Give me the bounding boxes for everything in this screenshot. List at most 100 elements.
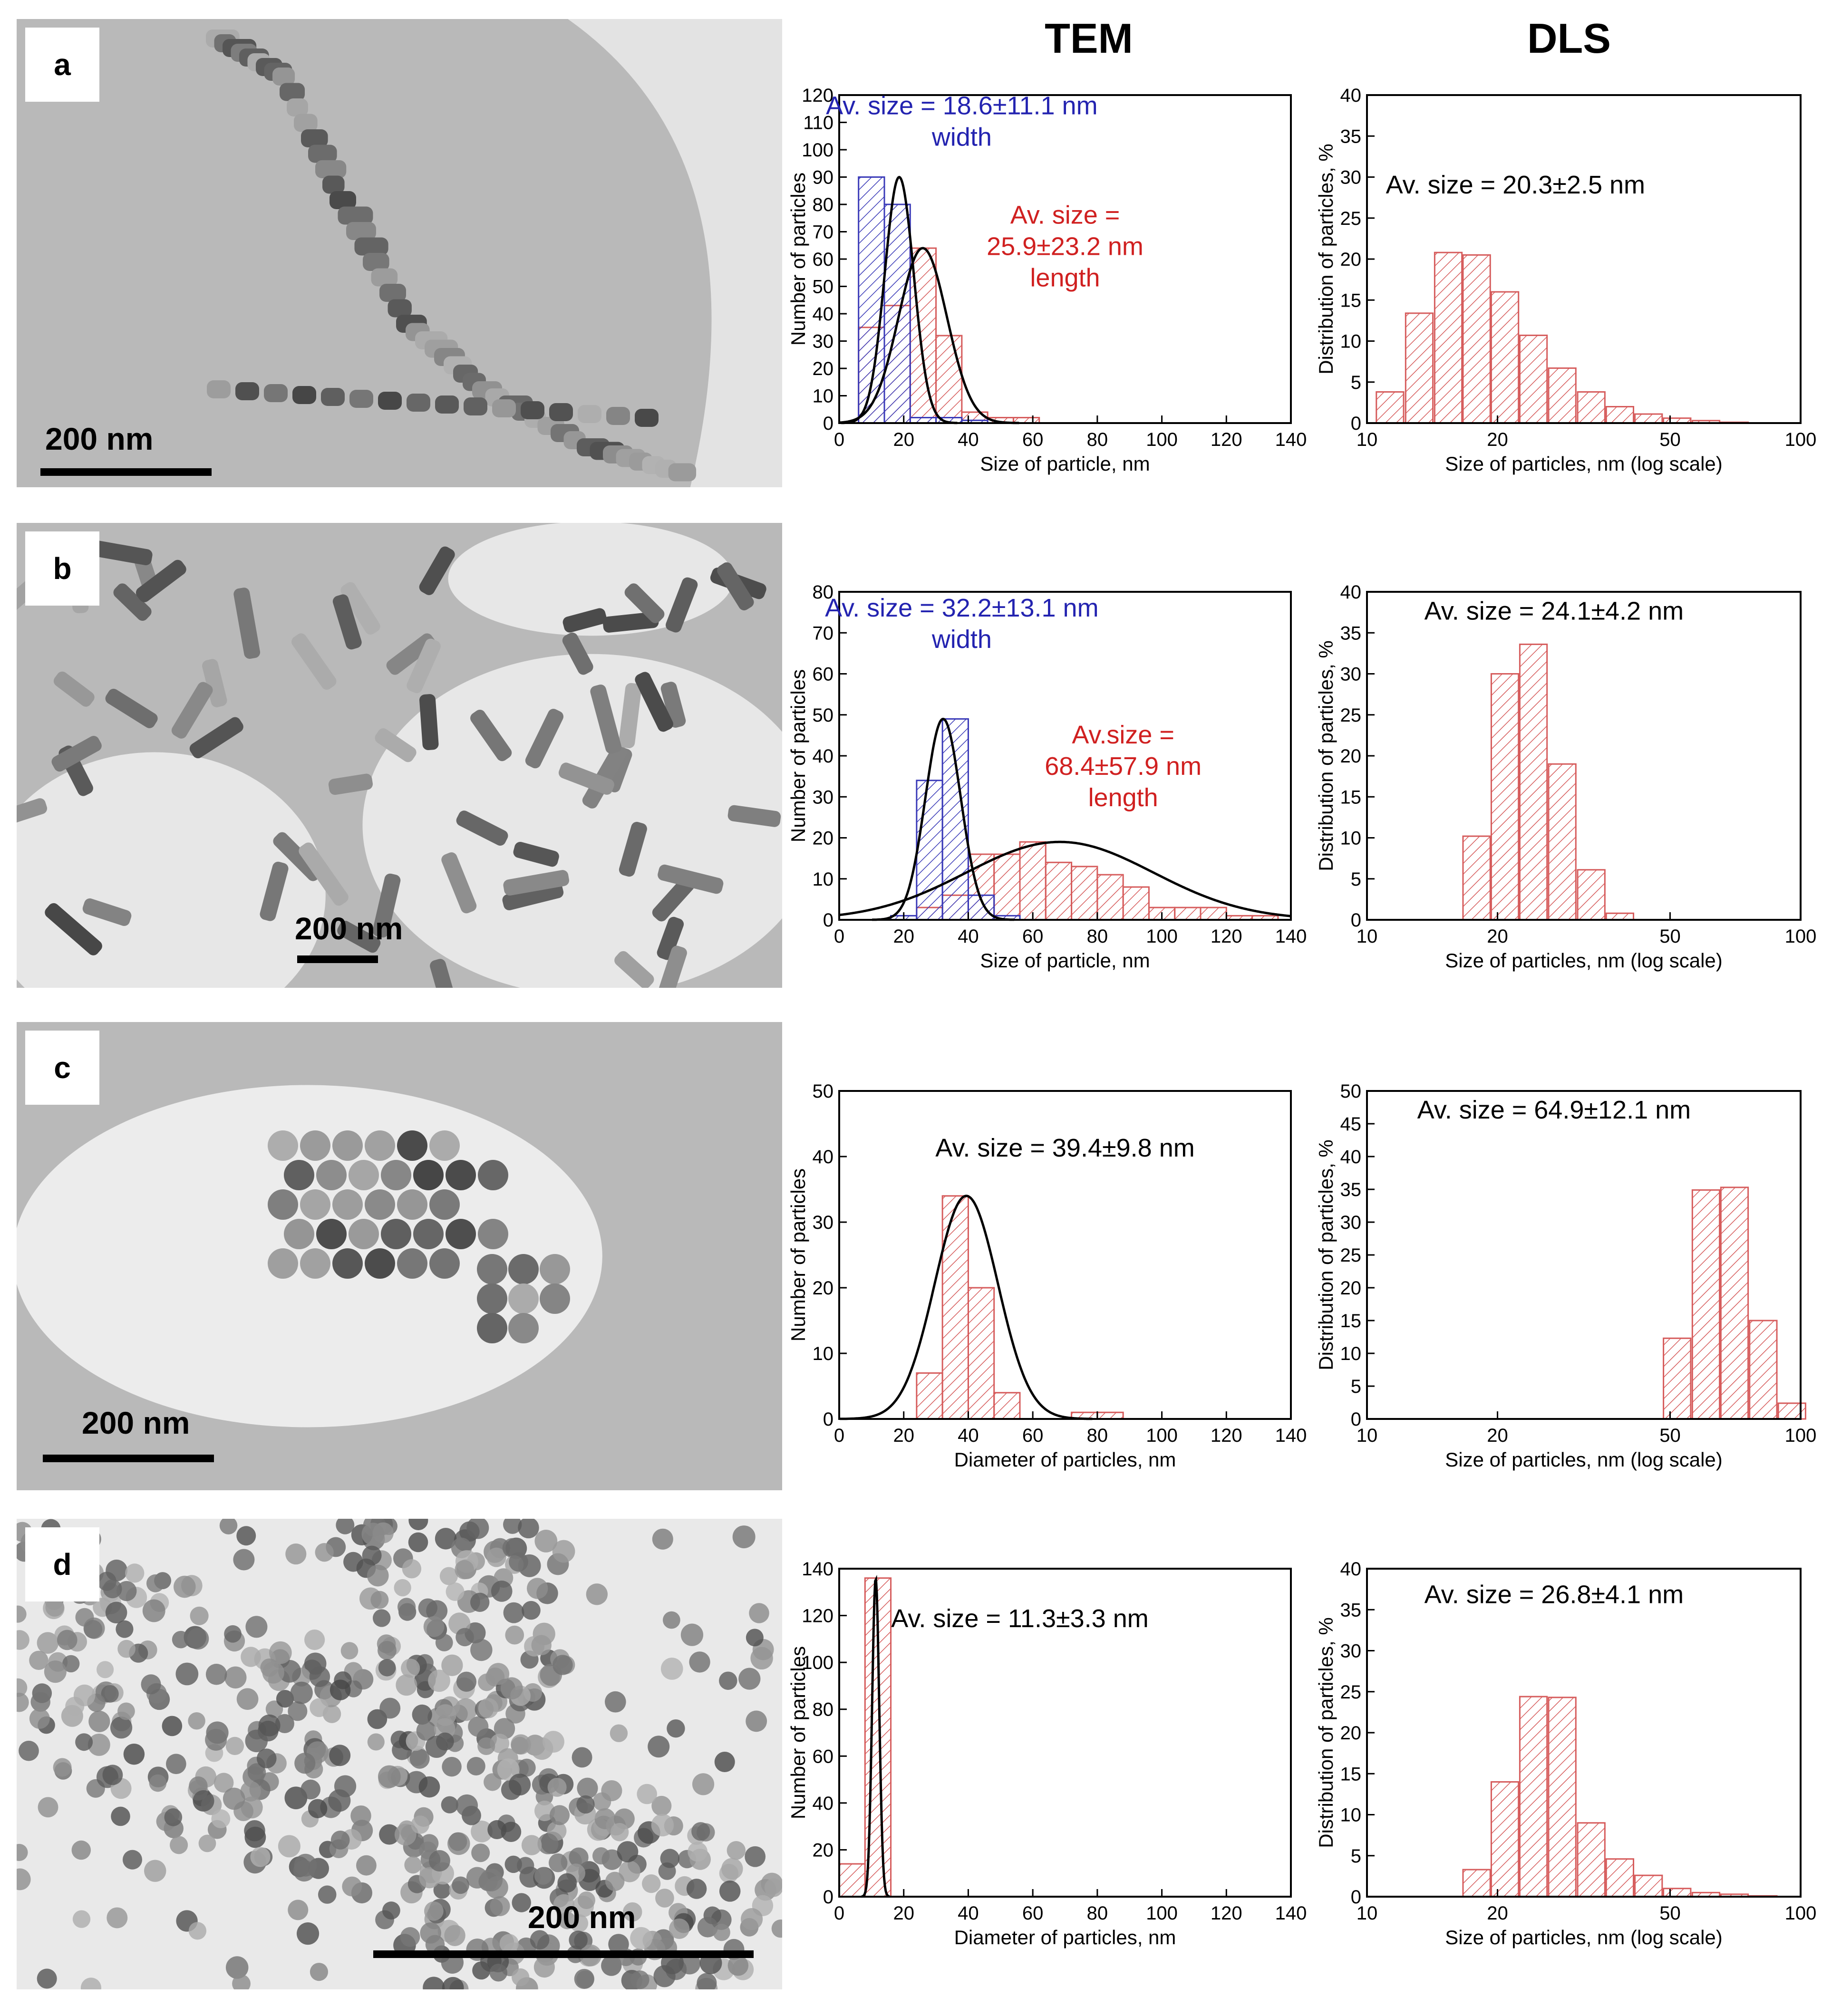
bar-DLS [1663,1888,1692,1898]
average-size-annotation: 25.9±23.2 nm [987,232,1144,260]
y-tick-label: 25 [1340,705,1362,726]
x-tick-label: 40 [958,1425,979,1446]
x-tick-label: 80 [1087,1903,1108,1924]
average-size-annotation: Av. size = 20.3±2.5 nm [1386,171,1645,199]
x-tick-label: 80 [1087,1425,1108,1446]
x-tick-label: 40 [958,926,979,947]
y-tick-label: 20 [1340,249,1362,270]
y-tick-label: 0 [823,910,833,931]
chart-a-tem: 0 10 20 30 40 50 60 70 80 90 100 110 120 0 20 40 60 80 100… [787,85,1307,475]
x-tick-label: 40 [958,429,979,450]
bar-DLS [1691,1189,1721,1420]
x-axis-label: Size of particles, nm (log scale) [1445,453,1723,475]
y-tick-label: 45 [1340,1114,1362,1135]
y-tick-label: 5 [1351,372,1361,393]
y-axis-label: Number of particles [787,1646,809,1819]
tem-column-header: TEM [1045,15,1133,62]
y-tick-label: 0 [823,1887,833,1908]
average-size-annotation: 68.4±57.9 nm [1045,752,1202,781]
y-tick-label: 10 [813,869,834,890]
panel-label: a [25,28,99,102]
chart-d-tem: 0 20 40 60 80 100 120 140 0 20 40 60 80 100 120 140 Diam… [787,1559,1307,1948]
x-tick-label: 20 [1487,1903,1508,1924]
y-tick-label: 40 [813,746,834,767]
bar-DLS [1519,334,1548,424]
y-tick-label: 60 [813,664,834,685]
gaussian-fit-line [872,717,1014,921]
x-tick-label: 20 [1487,926,1508,947]
y-tick-label: 100 [802,140,833,161]
y-tick-label: 60 [813,249,834,270]
x-tick-label: 20 [1487,429,1508,450]
gaussian-fit-line [839,840,1291,917]
y-tick-label: 110 [803,113,833,134]
y-tick-label: 20 [1340,1723,1362,1744]
x-tick-label: 10 [1357,1903,1378,1924]
scale-bar-label: 200 nm [528,1900,636,1935]
y-tick-label: 20 [813,358,834,379]
y-tick-label: 10 [1340,331,1362,352]
x-tick-label: 40 [958,1903,979,1924]
x-axis-label: Size of particles, nm (log scale) [1445,1448,1723,1471]
x-tick-label: 80 [1087,926,1108,947]
y-tick-label: 30 [813,787,834,808]
y-tick-label: 140 [802,1559,833,1580]
x-tick-label: 140 [1275,429,1307,450]
bar-length [1122,886,1150,921]
bar-DLS [1577,391,1606,424]
y-tick-label: 25 [1340,1682,1362,1703]
dls-column-header: DLS [1527,15,1611,62]
y-tick-label: 90 [813,167,834,188]
chart-a-dls: 0 5 10 15 20 25 30 35 40 10 20 50 100 Size of particl… [1315,85,1817,475]
bar-diameter [916,1372,943,1420]
y-tick-label: 30 [1340,1212,1362,1233]
x-tick-label: 100 [1785,429,1817,450]
bar-DLS [1634,1874,1663,1898]
bar-length [1096,874,1124,921]
x-tick-label: 100 [1146,429,1178,450]
bar-length [993,853,1021,921]
chart-b-tem: 0 10 20 30 40 50 60 70 80 0 20 40 60 80 100 120 140 Size … [787,582,1307,972]
y-tick-label: 40 [813,1147,834,1167]
x-tick-label: 60 [1022,1903,1044,1924]
tem-image-d: d 200 nm [17,1519,782,1989]
tem-particles [17,523,782,988]
bar-DLS [1462,835,1491,921]
y-tick-label: 10 [1340,1343,1362,1364]
gaussian-fit-line [839,247,1019,424]
average-size-annotation: Av. size = 24.1±4.2 nm [1425,597,1684,626]
y-tick-label: 50 [813,277,834,298]
x-tick-label: 120 [1211,1425,1242,1446]
average-size-annotation: Av.size = [1072,721,1174,749]
x-tick-label: 0 [834,926,844,947]
average-size-annotation: width [931,123,992,151]
y-tick-label: 120 [802,85,833,106]
average-size-annotation: Av. size = [1010,201,1120,229]
bar-diameter [993,1392,1021,1420]
y-tick-label: 5 [1351,1376,1361,1397]
plot-frame [838,1568,1292,1898]
x-tick-label: 50 [1659,1425,1681,1446]
y-tick-label: 70 [813,623,834,644]
y-tick-label: 20 [813,1840,834,1861]
y-axis-label: Number of particles [787,1168,809,1341]
bar-DLS [1462,1869,1491,1898]
y-tick-label: 5 [1351,869,1361,890]
y-tick-label: 0 [823,1409,833,1430]
y-tick-label: 35 [1340,1179,1362,1200]
bar-DLS [1663,1337,1692,1420]
y-tick-label: 40 [1340,582,1362,603]
panel-label: d [25,1527,99,1601]
y-tick-label: 100 [802,1652,833,1673]
y-tick-label: 30 [813,331,834,352]
y-tick-label: 10 [1340,1805,1362,1826]
gaussian-fit-line [861,1574,890,1898]
bar-diameter [967,1287,995,1420]
y-tick-label: 50 [1340,1081,1362,1102]
x-tick-label: 50 [1659,429,1681,450]
x-tick-label: 100 [1785,926,1817,947]
average-size-annotation: width [931,625,992,654]
y-axis-label: Distribution of particles, % [1315,144,1337,375]
y-tick-label: 30 [813,1212,834,1233]
x-tick-label: 120 [1211,1903,1242,1924]
